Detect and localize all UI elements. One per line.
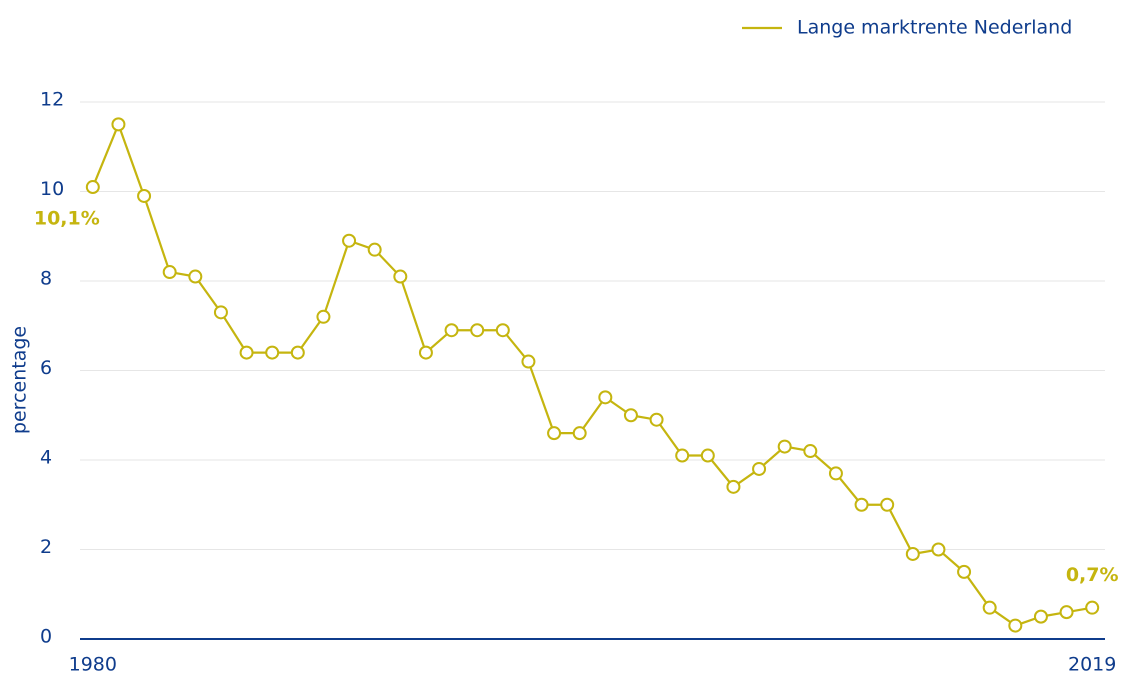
point [905, 546, 920, 561]
point [162, 265, 177, 280]
point [649, 412, 664, 427]
point [623, 408, 638, 423]
point [367, 242, 382, 257]
point [470, 323, 485, 338]
point [265, 345, 280, 360]
point [213, 305, 228, 320]
point [521, 354, 536, 369]
y-tick-label: 4 [40, 447, 52, 469]
point [675, 448, 690, 463]
data-label: 0,7% [1066, 564, 1119, 586]
point [957, 564, 972, 579]
point [854, 497, 869, 512]
point [1059, 605, 1074, 620]
point [752, 461, 767, 476]
point [880, 497, 895, 512]
point [137, 188, 152, 203]
point [1085, 600, 1100, 615]
point [598, 390, 613, 405]
y-tick-label: 0 [40, 626, 52, 648]
point [239, 345, 254, 360]
point [777, 439, 792, 454]
point [828, 466, 843, 481]
y-axis-label: percentage [9, 326, 31, 434]
point [572, 426, 587, 441]
point [418, 345, 433, 360]
point [700, 448, 715, 463]
point [85, 180, 100, 195]
y-tick-label: 6 [40, 357, 52, 379]
point [1008, 618, 1023, 633]
y-tick-label: 8 [40, 268, 52, 290]
point [803, 444, 818, 459]
x-tick-label: 2019 [1068, 654, 1116, 676]
point [188, 269, 203, 284]
legend-label: Lange marktrente Nederland [797, 17, 1072, 39]
y-tick-label: 12 [40, 89, 64, 111]
x-tick-label: 1980 [69, 654, 117, 676]
point [444, 323, 459, 338]
data-label: 10,1% [34, 208, 100, 230]
point [111, 117, 126, 132]
point [547, 426, 562, 441]
point [316, 309, 331, 324]
point [342, 233, 357, 248]
y-tick-label: 10 [40, 178, 64, 200]
point [1033, 609, 1048, 624]
point [726, 479, 741, 494]
point [393, 269, 408, 284]
point [495, 323, 510, 338]
y-tick-label: 2 [40, 536, 52, 558]
line [91, 121, 1093, 627]
point [931, 542, 946, 557]
point [290, 345, 305, 360]
point [982, 600, 997, 615]
